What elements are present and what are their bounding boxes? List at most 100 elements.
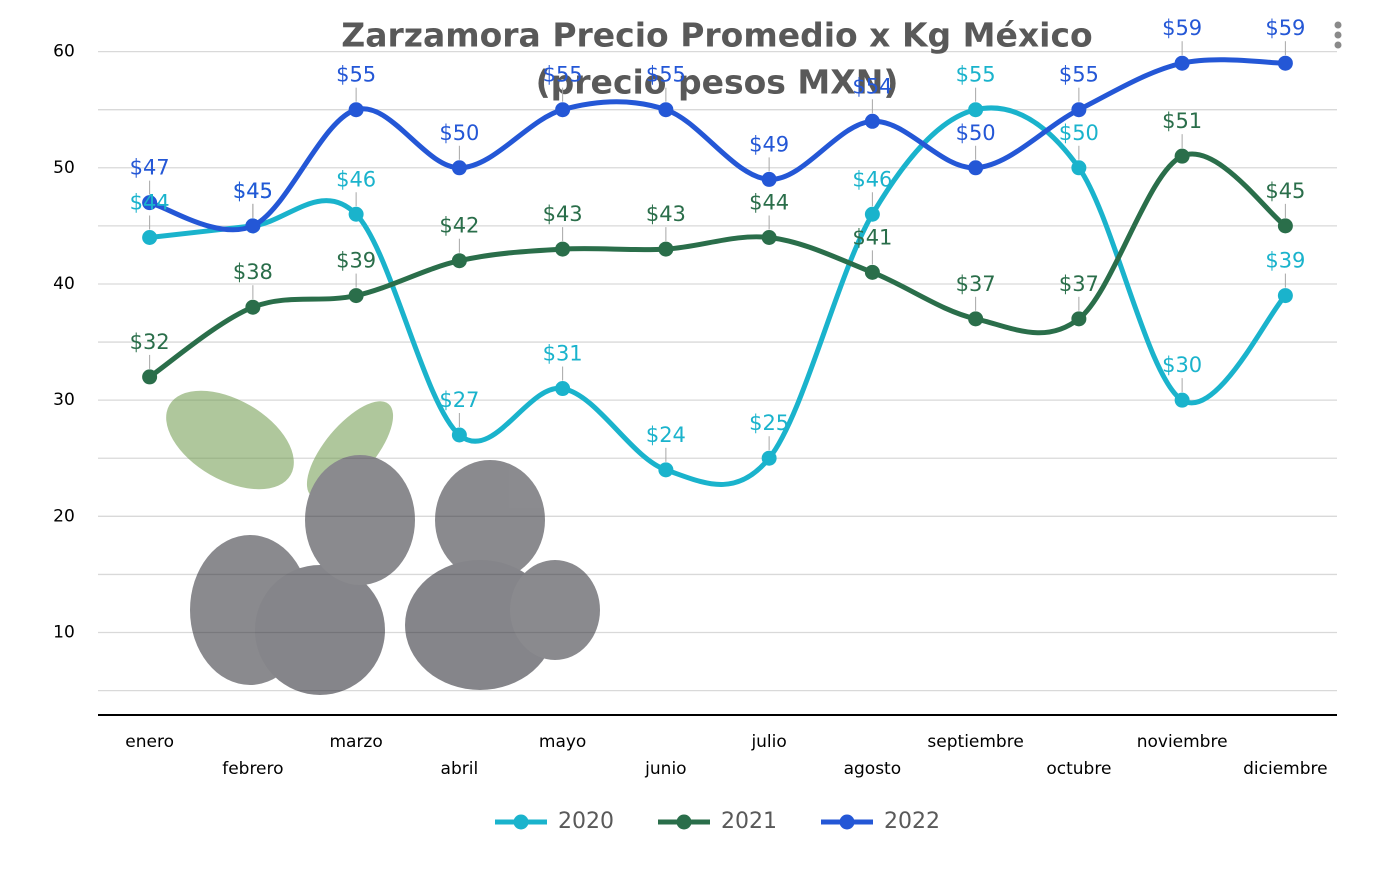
data-label: $27 [439,388,479,412]
data-label: $37 [1059,272,1099,296]
blackberry-illustration [166,390,600,695]
data-label: $43 [646,202,686,226]
data-label: $38 [233,260,273,284]
data-label: $54 [852,74,892,98]
data-label: $24 [646,423,686,447]
x-tick-label: junio [644,759,686,779]
data-label: $46 [336,167,376,191]
data-point [658,102,674,118]
y-tick-label: 60 [53,42,75,62]
data-point [451,253,467,269]
data-point [1277,218,1293,234]
data-label: $45 [233,179,273,203]
berry [435,460,545,580]
data-point [245,299,261,315]
chart-title: Zarzamora Precio Promedio x Kg México [341,16,1092,55]
y-tick-label: 40 [53,274,75,294]
data-point [658,462,674,478]
data-label: $43 [543,202,583,226]
data-label: $55 [646,63,686,87]
data-label: $31 [543,342,583,366]
data-point [1174,148,1190,164]
x-tick-label: noviembre [1137,732,1228,752]
y-tick-label: 20 [53,506,75,526]
data-label: $45 [1265,179,1305,203]
legend-item: 2022 [821,809,940,834]
menu-dot [1334,31,1342,39]
x-tick-label: octubre [1046,759,1111,779]
data-point [451,427,467,443]
x-tick-label: septiembre [927,732,1023,752]
y-tick-label: 10 [53,623,75,643]
legend-marker [839,814,855,830]
x-tick-label: mayo [539,732,586,752]
data-point [968,160,984,176]
data-label: $37 [956,272,996,296]
legend-marker [513,814,529,830]
data-label: $55 [1059,63,1099,87]
data-point [348,206,364,222]
menu-dot [1334,41,1342,49]
y-tick-label: 30 [53,390,75,410]
data-point [864,206,880,222]
data-point [864,264,880,280]
series-line [149,105,1288,487]
data-point [555,102,571,118]
berry [510,560,600,660]
legend-marker [676,814,692,830]
data-point [1071,160,1087,176]
data-point [761,171,777,187]
data-point [555,241,571,257]
data-label: $25 [749,411,789,435]
x-tick-label: marzo [329,732,382,752]
data-label: $41 [852,225,892,249]
legend-label: 2022 [884,809,940,834]
data-point [451,160,467,176]
data-label: $39 [1265,249,1305,273]
legend-item: 2021 [658,809,777,834]
data-label: $55 [956,63,996,87]
data-point [761,229,777,245]
data-label: $42 [439,214,479,238]
data-point [864,113,880,129]
data-label: $32 [130,330,170,354]
x-tick-label: enero [125,732,174,752]
data-label: $59 [1162,16,1202,40]
data-label: $55 [543,63,583,87]
berry [305,455,415,585]
data-label: $50 [439,121,479,145]
berry [255,565,385,695]
chart-subtitle: (precio pesos MXN) [536,63,899,102]
data-label: $59 [1265,16,1305,40]
x-tick-label: julio [750,732,786,752]
data-label: $46 [852,167,892,191]
legend-label: 2020 [558,809,614,834]
menu-icon[interactable] [1334,21,1342,49]
data-label: $51 [1162,109,1202,133]
data-point [1277,55,1293,71]
x-tick-label: agosto [844,759,902,779]
data-point [555,381,571,397]
data-label: $55 [336,63,376,87]
data-label: $30 [1162,353,1202,377]
leaf [166,390,294,490]
data-label: $47 [130,156,170,180]
x-tick-label: diciembre [1243,759,1327,779]
data-label: $50 [1059,121,1099,145]
data-point [348,288,364,304]
data-point [142,195,158,211]
data-point [1071,311,1087,327]
data-point [348,102,364,118]
series-line [148,151,1287,379]
data-point [1277,288,1293,304]
x-tick-label: abril [441,759,479,779]
data-point [761,450,777,466]
data-point [142,229,158,245]
legend-item: 2020 [495,809,614,834]
data-point [1174,55,1190,71]
legend-label: 2021 [721,809,777,834]
data-label: $49 [749,132,789,156]
data-label: $39 [336,249,376,273]
data-point [968,311,984,327]
data-point [1174,392,1190,408]
